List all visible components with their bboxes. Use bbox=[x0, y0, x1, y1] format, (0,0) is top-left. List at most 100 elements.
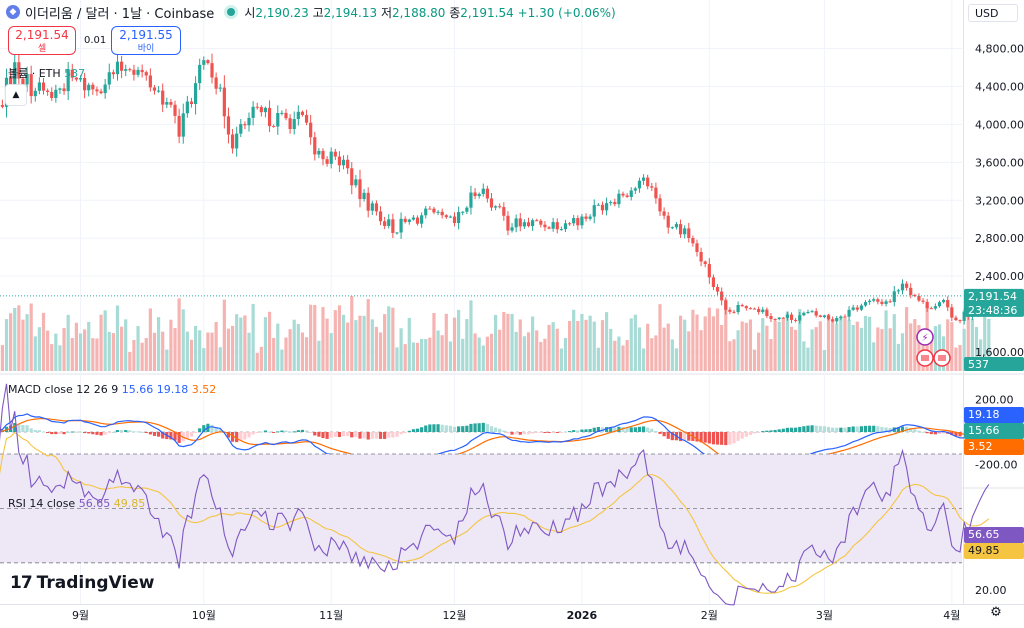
volume-bar bbox=[851, 325, 855, 371]
rsi-title: RSI 14 close bbox=[8, 497, 76, 510]
buy-button[interactable]: 2,191.55 바이 bbox=[111, 26, 181, 55]
symbol-header[interactable]: ◆ 이더리움 / 달러 · 1날 · Coinbase 시2,190.23 고2… bbox=[6, 3, 616, 22]
volume-bar bbox=[966, 303, 970, 371]
volume-bar bbox=[494, 314, 498, 371]
candle-body bbox=[625, 195, 629, 197]
macd-histogram-bar bbox=[452, 426, 457, 432]
candle-body bbox=[687, 228, 691, 238]
candle-body bbox=[329, 151, 333, 164]
gear-icon[interactable]: ⚙ bbox=[990, 605, 1002, 620]
volume-bar bbox=[218, 347, 222, 371]
symbol-title[interactable]: 이더리움 / 달러 · 1날 · Coinbase bbox=[25, 6, 215, 22]
macd-histogram-bar bbox=[321, 432, 325, 439]
macd-histogram-bar bbox=[91, 432, 95, 435]
sell-button[interactable]: 2,191.54 셀 bbox=[8, 26, 76, 55]
volume-bar bbox=[987, 319, 991, 371]
volume-bar bbox=[888, 328, 892, 371]
candle-body bbox=[156, 90, 161, 92]
candle-body bbox=[498, 206, 502, 208]
volume-bar bbox=[580, 313, 584, 371]
macd-legend[interactable]: MACD close 12 26 9 15.66 19.18 3.52 bbox=[8, 383, 216, 396]
macd-histogram-bar bbox=[169, 432, 173, 440]
macd-histogram-bar bbox=[202, 425, 206, 432]
volume-bar bbox=[309, 304, 313, 371]
candle-body bbox=[124, 69, 128, 71]
candle-body bbox=[572, 218, 576, 224]
volume-bar bbox=[687, 331, 691, 371]
candle-body bbox=[440, 211, 444, 216]
chevron-up-icon[interactable]: ▲ bbox=[5, 84, 27, 106]
macd-histogram-bar bbox=[457, 426, 461, 432]
volume-bar bbox=[539, 341, 543, 371]
volume-bar bbox=[543, 338, 547, 371]
macd-histogram-bar bbox=[329, 432, 333, 438]
volume-bar bbox=[506, 313, 510, 371]
macd-histogram-bar bbox=[646, 427, 650, 432]
candle-body bbox=[304, 114, 309, 123]
rsi-legend[interactable]: RSI 14 close 56.65 49.85 bbox=[8, 497, 145, 510]
candle-body bbox=[748, 308, 753, 310]
volume-bar bbox=[588, 315, 592, 371]
candle-body bbox=[37, 82, 41, 91]
macd-histogram-bar bbox=[465, 425, 469, 432]
macd-histogram-bar bbox=[929, 432, 933, 435]
candle-body bbox=[115, 61, 120, 75]
volume-bar bbox=[111, 333, 115, 371]
macd-histogram-bar bbox=[859, 426, 863, 432]
volume-bar bbox=[46, 330, 50, 371]
volume-bar bbox=[937, 324, 942, 371]
volume-bar bbox=[678, 315, 683, 371]
volume-bar bbox=[954, 347, 958, 371]
macd-histogram-bar bbox=[613, 427, 617, 432]
macd-histogram-bar bbox=[592, 427, 596, 432]
candle-body bbox=[395, 232, 399, 234]
candle-body bbox=[415, 217, 420, 224]
tradingview-logo[interactable]: 𝟭𝟳 TradingView bbox=[10, 573, 154, 593]
macd-axis-label: 200.00 bbox=[975, 394, 1014, 407]
candle-body bbox=[707, 264, 711, 278]
volume-bar bbox=[650, 338, 654, 371]
macd-histogram-bar bbox=[144, 432, 148, 433]
volume-bar bbox=[206, 332, 210, 371]
candle-body bbox=[822, 315, 827, 317]
time-axis-label: 11월 bbox=[319, 609, 343, 622]
volume-bar bbox=[144, 337, 148, 371]
macd-histogram-bar bbox=[473, 423, 477, 432]
candle-body bbox=[251, 106, 255, 118]
macd-histogram-bar bbox=[526, 432, 531, 435]
volume-bar bbox=[863, 315, 868, 371]
candle-body bbox=[876, 299, 880, 302]
volume-bar bbox=[50, 344, 54, 371]
volume-bar bbox=[826, 314, 831, 371]
volume-bar bbox=[263, 317, 268, 371]
high-value: 2,194.13 bbox=[323, 5, 378, 20]
volume-bar bbox=[54, 333, 58, 371]
macd-histogram-bar bbox=[580, 429, 584, 432]
candle-body bbox=[526, 222, 531, 227]
macd-histogram-bar bbox=[177, 432, 181, 443]
volume-bar bbox=[457, 309, 461, 371]
currency-selector[interactable]: USD bbox=[968, 4, 1018, 22]
volume-legend[interactable]: 볼륨 · ETH 537 bbox=[8, 65, 85, 81]
candle-body bbox=[181, 113, 185, 137]
volume-bar bbox=[391, 307, 395, 371]
rsi-ma-badge-text: 49.85 bbox=[968, 544, 1000, 557]
volume-bar bbox=[896, 343, 900, 371]
macd-histogram-bar bbox=[489, 426, 494, 432]
candle-body bbox=[814, 311, 818, 316]
sell-label: 셀 bbox=[37, 44, 47, 54]
volume-bar bbox=[609, 328, 613, 371]
volume-bar bbox=[354, 320, 358, 371]
volume-bar bbox=[415, 342, 420, 371]
volume-bar bbox=[843, 317, 847, 371]
lightning-icon[interactable] bbox=[916, 328, 934, 346]
macd-histogram-bar bbox=[83, 432, 87, 434]
macd-histogram-bar bbox=[769, 430, 773, 432]
candle-body bbox=[551, 222, 555, 229]
macd-histogram-bar bbox=[62, 432, 66, 435]
candle-body bbox=[255, 106, 259, 108]
macd-histogram-bar bbox=[629, 427, 633, 432]
candle-body bbox=[424, 208, 428, 216]
candle-body bbox=[214, 77, 218, 89]
